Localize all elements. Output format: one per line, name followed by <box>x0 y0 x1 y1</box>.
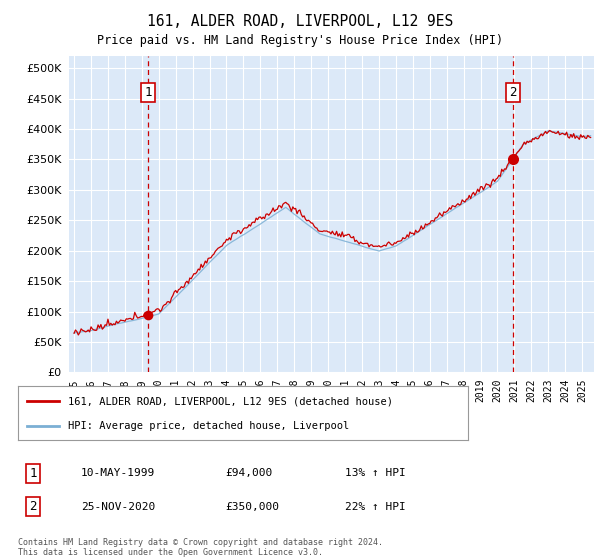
Text: 10-MAY-1999: 10-MAY-1999 <box>81 468 155 478</box>
Text: 13% ↑ HPI: 13% ↑ HPI <box>345 468 406 478</box>
Text: 161, ALDER ROAD, LIVERPOOL, L12 9ES (detached house): 161, ALDER ROAD, LIVERPOOL, L12 9ES (det… <box>67 396 392 407</box>
Text: £350,000: £350,000 <box>225 502 279 512</box>
Text: 2: 2 <box>29 500 37 514</box>
Text: Contains HM Land Registry data © Crown copyright and database right 2024.
This d: Contains HM Land Registry data © Crown c… <box>18 538 383 557</box>
Text: 161, ALDER ROAD, LIVERPOOL, L12 9ES: 161, ALDER ROAD, LIVERPOOL, L12 9ES <box>147 14 453 29</box>
Text: 1: 1 <box>144 86 152 99</box>
Text: 1: 1 <box>29 466 37 480</box>
Text: HPI: Average price, detached house, Liverpool: HPI: Average price, detached house, Live… <box>67 421 349 431</box>
Text: 2: 2 <box>509 86 517 99</box>
Text: 25-NOV-2020: 25-NOV-2020 <box>81 502 155 512</box>
Text: Price paid vs. HM Land Registry's House Price Index (HPI): Price paid vs. HM Land Registry's House … <box>97 34 503 46</box>
Text: 22% ↑ HPI: 22% ↑ HPI <box>345 502 406 512</box>
Text: £94,000: £94,000 <box>225 468 272 478</box>
